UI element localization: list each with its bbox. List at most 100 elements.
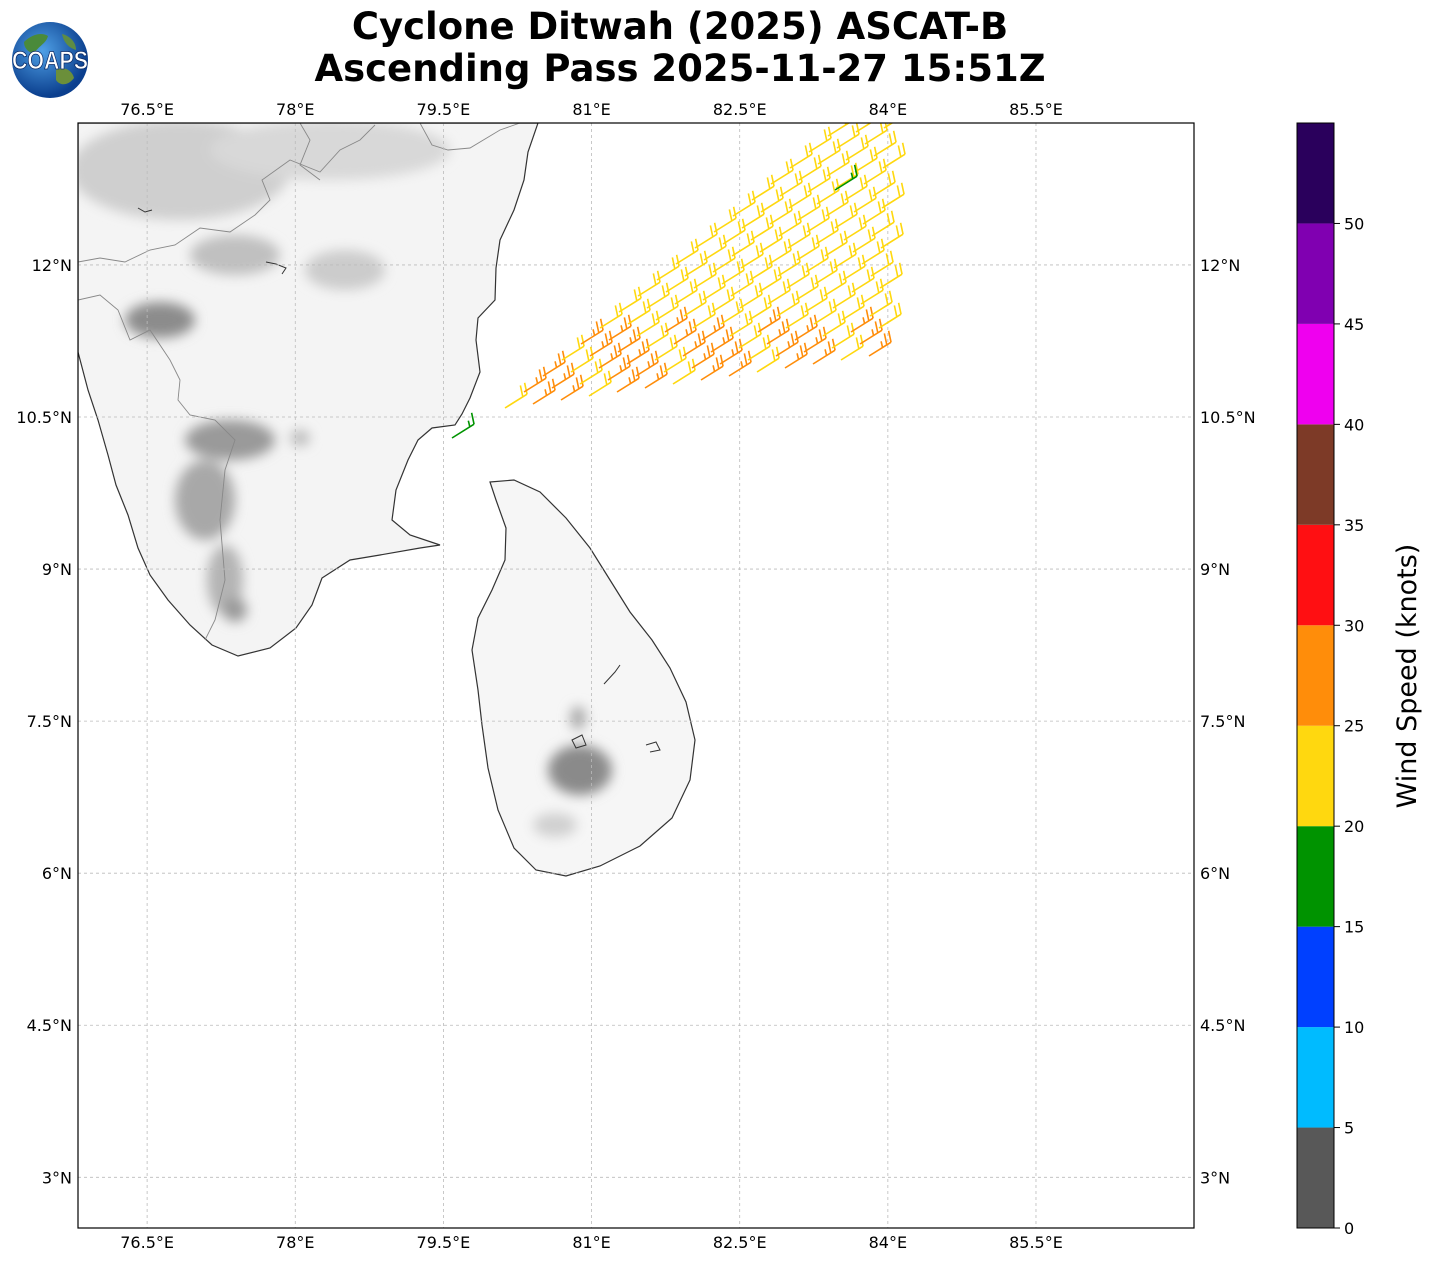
wind-barb	[824, 230, 848, 257]
wind-barb	[713, 206, 737, 233]
wind-barb	[654, 334, 678, 361]
wind-barb	[616, 366, 640, 393]
wind-barb	[722, 218, 746, 245]
wind-barb	[720, 298, 744, 325]
wind-barb	[451, 412, 475, 439]
wind-barb	[833, 242, 857, 269]
wind-barb	[796, 234, 820, 261]
wind-barb	[760, 186, 784, 213]
wind-barb	[868, 330, 892, 357]
wind-barb	[766, 318, 790, 345]
wind-barb	[627, 298, 651, 325]
wind-barb	[694, 222, 718, 249]
wind-barb	[822, 310, 846, 337]
wind-barb	[674, 278, 698, 305]
wind-barb	[859, 318, 883, 345]
lon-tick-label-bottom: 76.5°E	[120, 1233, 174, 1252]
colorbar-tick-label: 5	[1344, 1119, 1354, 1138]
wind-barb	[785, 302, 809, 329]
wind-barb	[854, 146, 878, 173]
wind-barb	[861, 238, 885, 265]
lat-tick-label-left: 4.5°N	[27, 1016, 72, 1035]
wind-barb	[589, 330, 613, 357]
wind-barb	[871, 210, 895, 237]
wind-barb	[673, 318, 697, 345]
colorbar-frame	[1296, 122, 1335, 1229]
colorbar-segment	[1297, 625, 1334, 726]
wind-barb	[731, 230, 755, 257]
lat-tick-label-right: 3°N	[1200, 1168, 1230, 1187]
map-title-line2: Ascending Pass 2025-11-27 15:51Z	[314, 47, 1046, 90]
wind-barb	[730, 270, 754, 297]
wind-barb	[835, 162, 859, 189]
wind-barb	[691, 342, 715, 369]
wind-barb	[758, 266, 782, 293]
colorbar: 0 5 10 15 20 25 30 35 40 45 50	[1296, 122, 1364, 1238]
wind-barb	[815, 218, 839, 245]
wind-barb	[617, 326, 641, 353]
wind-barb	[711, 286, 735, 313]
wind-barb	[797, 194, 821, 221]
lon-tick-label-bottom: 81°E	[572, 1233, 610, 1252]
map-title-line1: Cyclone Ditwah (2025) ASCAT-B	[351, 5, 1009, 48]
wind-barb	[607, 354, 631, 381]
wind-barb	[804, 286, 828, 313]
coaps-globe-icon: COAPS	[12, 22, 88, 98]
colorbar-segment	[1297, 1127, 1334, 1228]
wind-barb	[807, 166, 831, 193]
wind-barb	[655, 294, 679, 321]
map-frame	[77, 122, 1195, 1229]
wind-barb	[852, 226, 876, 253]
wind-barb	[532, 378, 556, 405]
wind-barb	[775, 330, 799, 357]
colorbar-tick-label: 40	[1344, 415, 1364, 434]
wind-barb	[863, 158, 887, 185]
wind-barb	[579, 358, 603, 385]
wind-barb	[770, 158, 794, 185]
wind-barb	[757, 306, 781, 333]
lat-tick-label-left: 3°N	[42, 1168, 72, 1187]
wind-barb	[756, 346, 780, 373]
wind-barb	[768, 238, 792, 265]
wind-barb	[878, 302, 902, 329]
colorbar-segment	[1297, 926, 1334, 1028]
wind-barb	[831, 322, 855, 349]
colorbar-tick-label: 20	[1344, 817, 1364, 836]
wind-barb	[598, 342, 622, 369]
wind-barb	[794, 314, 818, 341]
wind-barb	[850, 306, 874, 333]
wind-barb	[806, 206, 830, 233]
map-tick-labels: 76.5°E 76.5°E 78°E 78°E 79.5°E 79.5°E 81°E 81°E…	[16, 100, 1255, 1252]
wind-barb	[672, 358, 696, 385]
wind-barb	[504, 382, 528, 409]
wind-barb	[826, 150, 850, 177]
lon-tick-label-bottom: 79.5°E	[417, 1233, 471, 1252]
wind-barb	[817, 138, 841, 165]
wind-barb	[844, 174, 868, 201]
wind-barb	[778, 210, 802, 237]
lon-tick-label-top: 85.5°E	[1009, 100, 1063, 119]
wind-barb	[832, 282, 856, 309]
wind-barb	[788, 182, 812, 209]
wind-barb	[855, 123, 872, 133]
lon-tick-label-top: 84°E	[869, 100, 907, 119]
wind-barb	[789, 142, 813, 169]
coast-details	[137, 207, 661, 753]
wind-barb	[870, 250, 894, 277]
wind-barb	[881, 182, 905, 209]
wind-barb	[805, 246, 829, 273]
wind-barb	[703, 234, 727, 261]
wind-barb	[523, 366, 547, 393]
lon-tick-label-bottom: 85.5°E	[1009, 1233, 1063, 1252]
wind-barb	[880, 222, 904, 249]
lon-tick-label-bottom: 82.5°E	[713, 1233, 767, 1252]
wind-barb	[732, 190, 756, 217]
wind-barb	[836, 123, 860, 149]
wind-barb	[750, 214, 774, 241]
wind-barb	[570, 346, 594, 373]
colorbar-segment	[1297, 725, 1334, 827]
wind-barb	[684, 250, 708, 277]
wind-barb	[721, 258, 745, 285]
wind-barb	[823, 270, 847, 297]
wind-barb	[700, 354, 724, 381]
